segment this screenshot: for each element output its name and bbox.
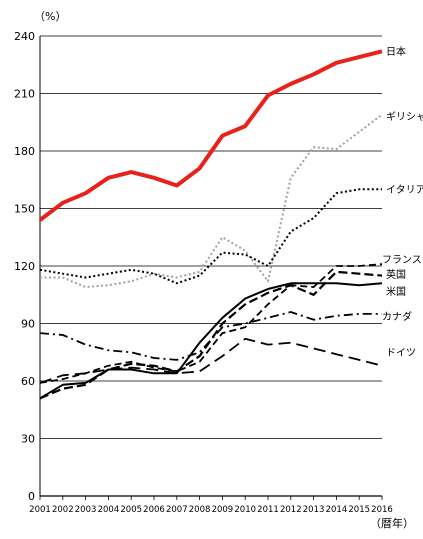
x-tick-label: 2014 — [326, 505, 348, 515]
y-tick-label: 180 — [14, 145, 35, 158]
x-tick-label: 2004 — [98, 505, 120, 515]
x-tick-label: 2002 — [52, 505, 74, 515]
series-label-3: フランス — [382, 254, 422, 266]
series-lines — [38, 49, 383, 400]
x-unit-label: （暦年） — [370, 516, 414, 530]
y-tick-label: 90 — [21, 318, 35, 331]
series-line-1 — [40, 113, 383, 289]
series-line-5 — [39, 282, 383, 400]
y-unit-label: （%） — [34, 10, 66, 23]
x-tick-label: 2013 — [303, 505, 325, 515]
x-tick-label: 2009 — [212, 505, 234, 515]
y-tick-labels: 0 30 60 90 120 150 180 210 240 — [14, 30, 35, 503]
x-tick-label: 2007 — [166, 505, 188, 515]
x-tick-label: 2005 — [120, 505, 142, 515]
y-tick-label: 150 — [14, 203, 35, 216]
series-line-0 — [38, 49, 383, 222]
y-tick-label: 0 — [28, 490, 35, 503]
y-tick-label: 240 — [14, 30, 35, 43]
series-label-2: イタリア — [386, 184, 423, 196]
y-tick-label: 30 — [21, 433, 35, 446]
x-tick-label: 2016 — [371, 505, 393, 515]
x-tick-label: 2010 — [234, 505, 256, 515]
x-tick-label: 2001 — [29, 505, 51, 515]
series-label-6: カナダ — [382, 310, 412, 323]
x-tick-label: 2006 — [143, 505, 165, 515]
series-line-7 — [39, 337, 383, 384]
gridlines — [39, 35, 382, 497]
series-label-5: 米国 — [386, 285, 406, 298]
x-tick-label: 2008 — [189, 505, 211, 515]
series-label-7: ドイツ — [386, 348, 416, 359]
x-tick-label: 2003 — [75, 505, 97, 515]
x-tick-label: 2012 — [280, 505, 302, 515]
x-tick-labels: 2001 2002 2003 2004 2005 2006 2007 2008 2009 2010… — [29, 496, 393, 515]
series-label-4: 英国 — [386, 268, 406, 281]
x-tick-label: 2015 — [348, 505, 370, 515]
x-tick-label: 2011 — [257, 505, 279, 515]
series-label-0: 日本 — [386, 45, 406, 58]
y-tick-label: 210 — [14, 88, 35, 101]
y-tick-label: 120 — [14, 260, 35, 273]
series-line-6 — [39, 311, 382, 361]
series-line-2 — [39, 188, 382, 285]
series-label-1: ギリシャ — [386, 111, 423, 123]
series-line-3 — [39, 263, 383, 384]
y-tick-label: 60 — [21, 375, 35, 388]
